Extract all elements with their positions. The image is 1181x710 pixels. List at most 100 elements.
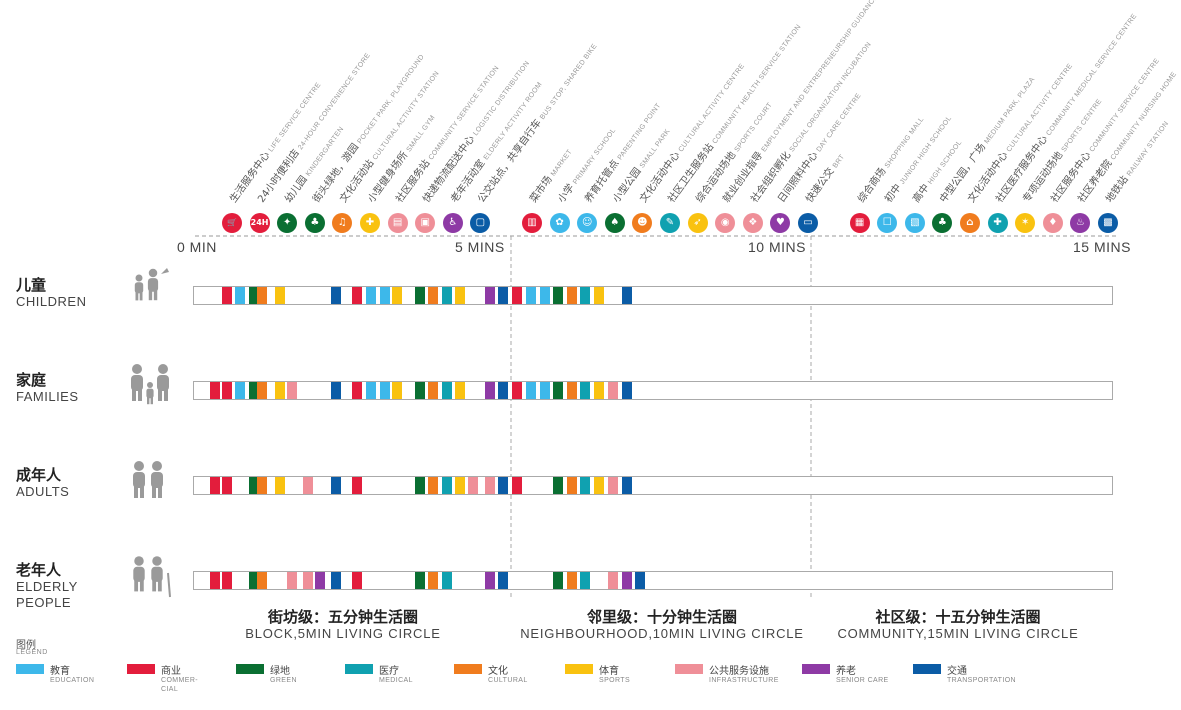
- facility-block-commercial: [222, 287, 233, 304]
- sports-centre-icon: ✶: [1015, 213, 1036, 233]
- poi-label-en: BUS STOP, SHARED BIKE: [539, 42, 600, 122]
- nursing-icon: ♨: [1070, 213, 1091, 233]
- facility-block-cultural: [257, 572, 268, 589]
- poi-label-en: EMPLOYMENT AND ENTREPRENEURSHIP GUIDANCE: [760, 0, 880, 154]
- facility-block-education: [366, 287, 377, 304]
- poi-label-zh: 地铁站: [1104, 174, 1131, 205]
- facility-block-infrastructure: [287, 572, 298, 589]
- cart-icon: 🛒: [222, 213, 242, 233]
- facility-block-commercial: [351, 477, 362, 494]
- row-label-en: ELDERLY PEOPLE: [16, 579, 78, 610]
- facility-block-medical: [580, 382, 591, 399]
- museum-icon: ⌂: [960, 213, 980, 233]
- facility-block-sports: [594, 287, 605, 304]
- facility-block-infrastructure: [608, 572, 619, 589]
- cross-icon: ✚: [987, 213, 1008, 233]
- facility-block-senior-care: [315, 572, 326, 589]
- facility-block-green: [248, 382, 259, 399]
- legend-label-en: TRANSPORTATION: [947, 677, 1016, 684]
- facility-block-education: [366, 382, 377, 399]
- facility-block-cultural: [257, 287, 268, 304]
- legend-label-zh: 医疗: [379, 666, 399, 677]
- runner-icon: ➶: [687, 213, 708, 233]
- facility-block-sports: [594, 382, 605, 399]
- facility-block-sports: [274, 287, 285, 304]
- facility-block-commercial: [222, 382, 233, 399]
- legend-label-zh: 商业: [161, 666, 181, 677]
- facility-block-cultural: [428, 572, 439, 589]
- facility-block-green: [553, 572, 564, 589]
- legend-swatch: [127, 664, 155, 674]
- service-icon: ▤: [387, 213, 408, 233]
- facility-block-senior-care: [621, 572, 632, 589]
- poi-label-zh: 幼儿园: [283, 174, 310, 205]
- legend-swatch: [565, 664, 593, 674]
- row-label-zh: 家庭: [16, 371, 47, 389]
- poi-label-en: BRT: [831, 153, 847, 170]
- poi-label-en: MARKET: [549, 148, 574, 178]
- facility-block-commercial: [351, 287, 362, 304]
- poi-label-zh: 小学: [555, 182, 577, 205]
- legend-label-en: SENIOR CARE: [836, 677, 889, 684]
- row-label-zh: 儿童: [16, 276, 47, 294]
- facility-block-transportation: [331, 477, 341, 494]
- facility-block-medical: [442, 287, 453, 304]
- facility-block-cultural: [428, 477, 439, 494]
- facility-block-transportation: [331, 572, 341, 589]
- parenting-icon: ☺: [577, 213, 598, 233]
- timeline-track: [193, 286, 1113, 305]
- facility-block-senior-care: [485, 382, 496, 399]
- truck-icon: ▣: [415, 213, 436, 233]
- facility-block-transportation: [498, 382, 509, 399]
- facility-block-medical: [580, 572, 591, 589]
- facility-block-education: [379, 382, 390, 399]
- facility-block-medical: [442, 477, 453, 494]
- facility-block-green: [414, 477, 425, 494]
- facility-block-infrastructure: [287, 382, 298, 399]
- facility-block-sports: [454, 477, 465, 494]
- facility-block-green: [414, 572, 425, 589]
- facility-block-medical: [442, 572, 453, 589]
- facility-block-commercial: [209, 477, 220, 494]
- facility-block-green: [414, 382, 425, 399]
- facility-block-education: [526, 287, 537, 304]
- circle-title-zh: 邻里级：十分钟生活圈: [586, 608, 737, 626]
- facility-block-transportation: [621, 477, 632, 494]
- facility-block-transportation: [621, 287, 632, 304]
- legend-swatch: [454, 664, 482, 674]
- facility-block-transportation: [498, 477, 509, 494]
- mall-icon: ▦: [849, 213, 870, 233]
- legend-title: 图例: [16, 640, 36, 651]
- mask-icon: ☻: [632, 213, 653, 233]
- child-icon: ✦: [277, 213, 298, 233]
- poi-label-zh: 初中: [883, 182, 904, 205]
- bus-icon: ▢: [470, 213, 491, 233]
- facility-block-green: [553, 477, 564, 494]
- book-icon: ☐: [877, 213, 898, 233]
- facility-block-infrastructure: [485, 477, 496, 494]
- legend-label-en: MEDICAL: [379, 677, 413, 684]
- park-icon: ♣: [304, 213, 325, 233]
- legend-label-en: GREEN: [270, 677, 297, 684]
- facility-block-transportation: [498, 572, 509, 589]
- facility-block-transportation: [635, 572, 646, 589]
- circle-title-en: BLOCK,5MIN LIVING CIRCLE: [245, 626, 441, 641]
- facility-block-infrastructure: [303, 572, 314, 589]
- tick-15mins: 15 MINS: [1073, 239, 1131, 255]
- legend-label-zh: 体育: [599, 666, 619, 677]
- culture-icon: ♫: [332, 213, 353, 233]
- facility-block-infrastructure: [608, 477, 619, 494]
- legend-title-en: LEGEND: [16, 649, 48, 656]
- facility-block-transportation: [498, 287, 509, 304]
- facility-block-infrastructure: [608, 382, 619, 399]
- school-icon: ✿: [549, 213, 570, 233]
- daycare-icon: ♥: [770, 213, 791, 233]
- facility-block-commercial: [512, 477, 523, 494]
- facility-block-cultural: [566, 287, 577, 304]
- facility-block-commercial: [209, 572, 220, 589]
- row-label-zh: 老年人: [16, 561, 62, 579]
- facility-block-medical: [442, 382, 453, 399]
- highschool-icon: ▧: [904, 213, 925, 233]
- medical-icon: ✎: [660, 213, 680, 233]
- facility-block-education: [539, 287, 550, 304]
